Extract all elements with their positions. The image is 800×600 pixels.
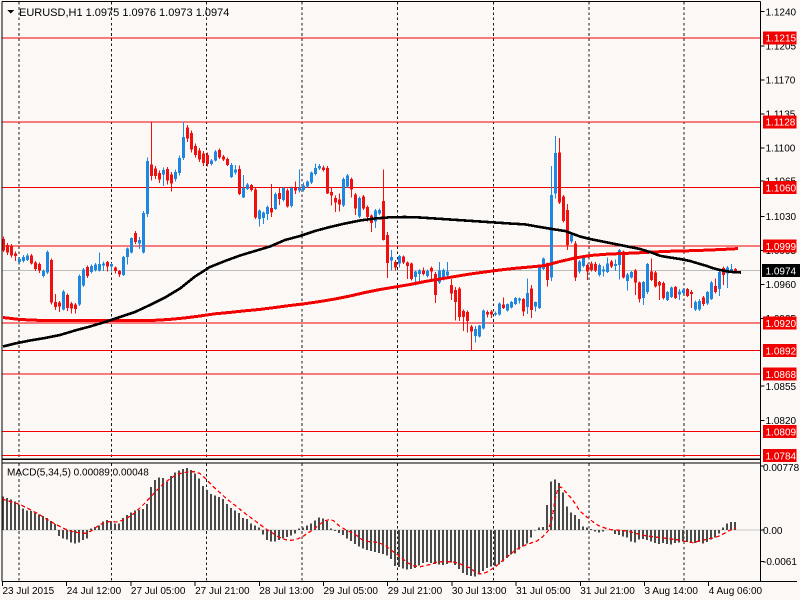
svg-text:1.0809: 1.0809 [766,427,797,438]
svg-text:1.1170: 1.1170 [766,76,796,87]
svg-text:1.0960: 1.0960 [766,280,797,291]
svg-text:27 Jul 21:00: 27 Jul 21:00 [195,586,250,597]
svg-text:27 Jul 05:00: 27 Jul 05:00 [131,586,186,597]
svg-text:24 Jul 12:00: 24 Jul 12:00 [67,586,122,597]
svg-text:29 Jul 05:00: 29 Jul 05:00 [324,586,379,597]
svg-text:23 Jul 2015: 23 Jul 2015 [3,586,55,597]
svg-text:1.0855: 1.0855 [766,382,797,393]
svg-text:1.1135: 1.1135 [766,110,796,121]
svg-text:1.0868: 1.0868 [766,370,797,381]
svg-text:1.0974: 1.0974 [766,267,797,278]
svg-text:1.0999: 1.0999 [766,242,797,253]
svg-text:1.1215: 1.1215 [766,34,797,45]
svg-text:1.1060: 1.1060 [766,184,797,195]
svg-text:31 Jul 05:00: 31 Jul 05:00 [516,586,571,597]
svg-text:-0.0061: -0.0061 [763,557,797,568]
svg-text:3 Aug 14:00: 3 Aug 14:00 [645,586,699,597]
svg-text:MACD(5,34,5) 0.00089 0.00048: MACD(5,34,5) 0.00089 0.00048 [7,468,149,479]
svg-text:28 Jul 13:00: 28 Jul 13:00 [259,586,314,597]
svg-text:1.0892: 1.0892 [766,346,797,357]
svg-text:1.1128: 1.1128 [766,118,796,129]
svg-text:29 Jul 21:00: 29 Jul 21:00 [388,586,443,597]
svg-text:1.0784: 1.0784 [766,452,797,463]
svg-text:1.1030: 1.1030 [766,212,797,223]
svg-text:0.00: 0.00 [763,526,783,537]
svg-text:0.00778: 0.00778 [763,463,800,474]
svg-text:EURUSD,H1 1.0975 1.0976 1.097: EURUSD,H1 1.0975 1.0976 1.0973 1.0974 [19,7,229,19]
svg-text:1.0920: 1.0920 [766,319,797,330]
svg-text:1.0820: 1.0820 [766,416,797,427]
svg-text:30 Jul 13:00: 30 Jul 13:00 [452,586,507,597]
svg-text:1.1100: 1.1100 [766,144,796,155]
svg-text:31 Jul 21:00: 31 Jul 21:00 [580,586,635,597]
svg-text:4 Aug 06:00: 4 Aug 06:00 [709,586,763,597]
svg-text:1.1240: 1.1240 [766,7,797,18]
svg-text:1.1205: 1.1205 [766,42,797,53]
